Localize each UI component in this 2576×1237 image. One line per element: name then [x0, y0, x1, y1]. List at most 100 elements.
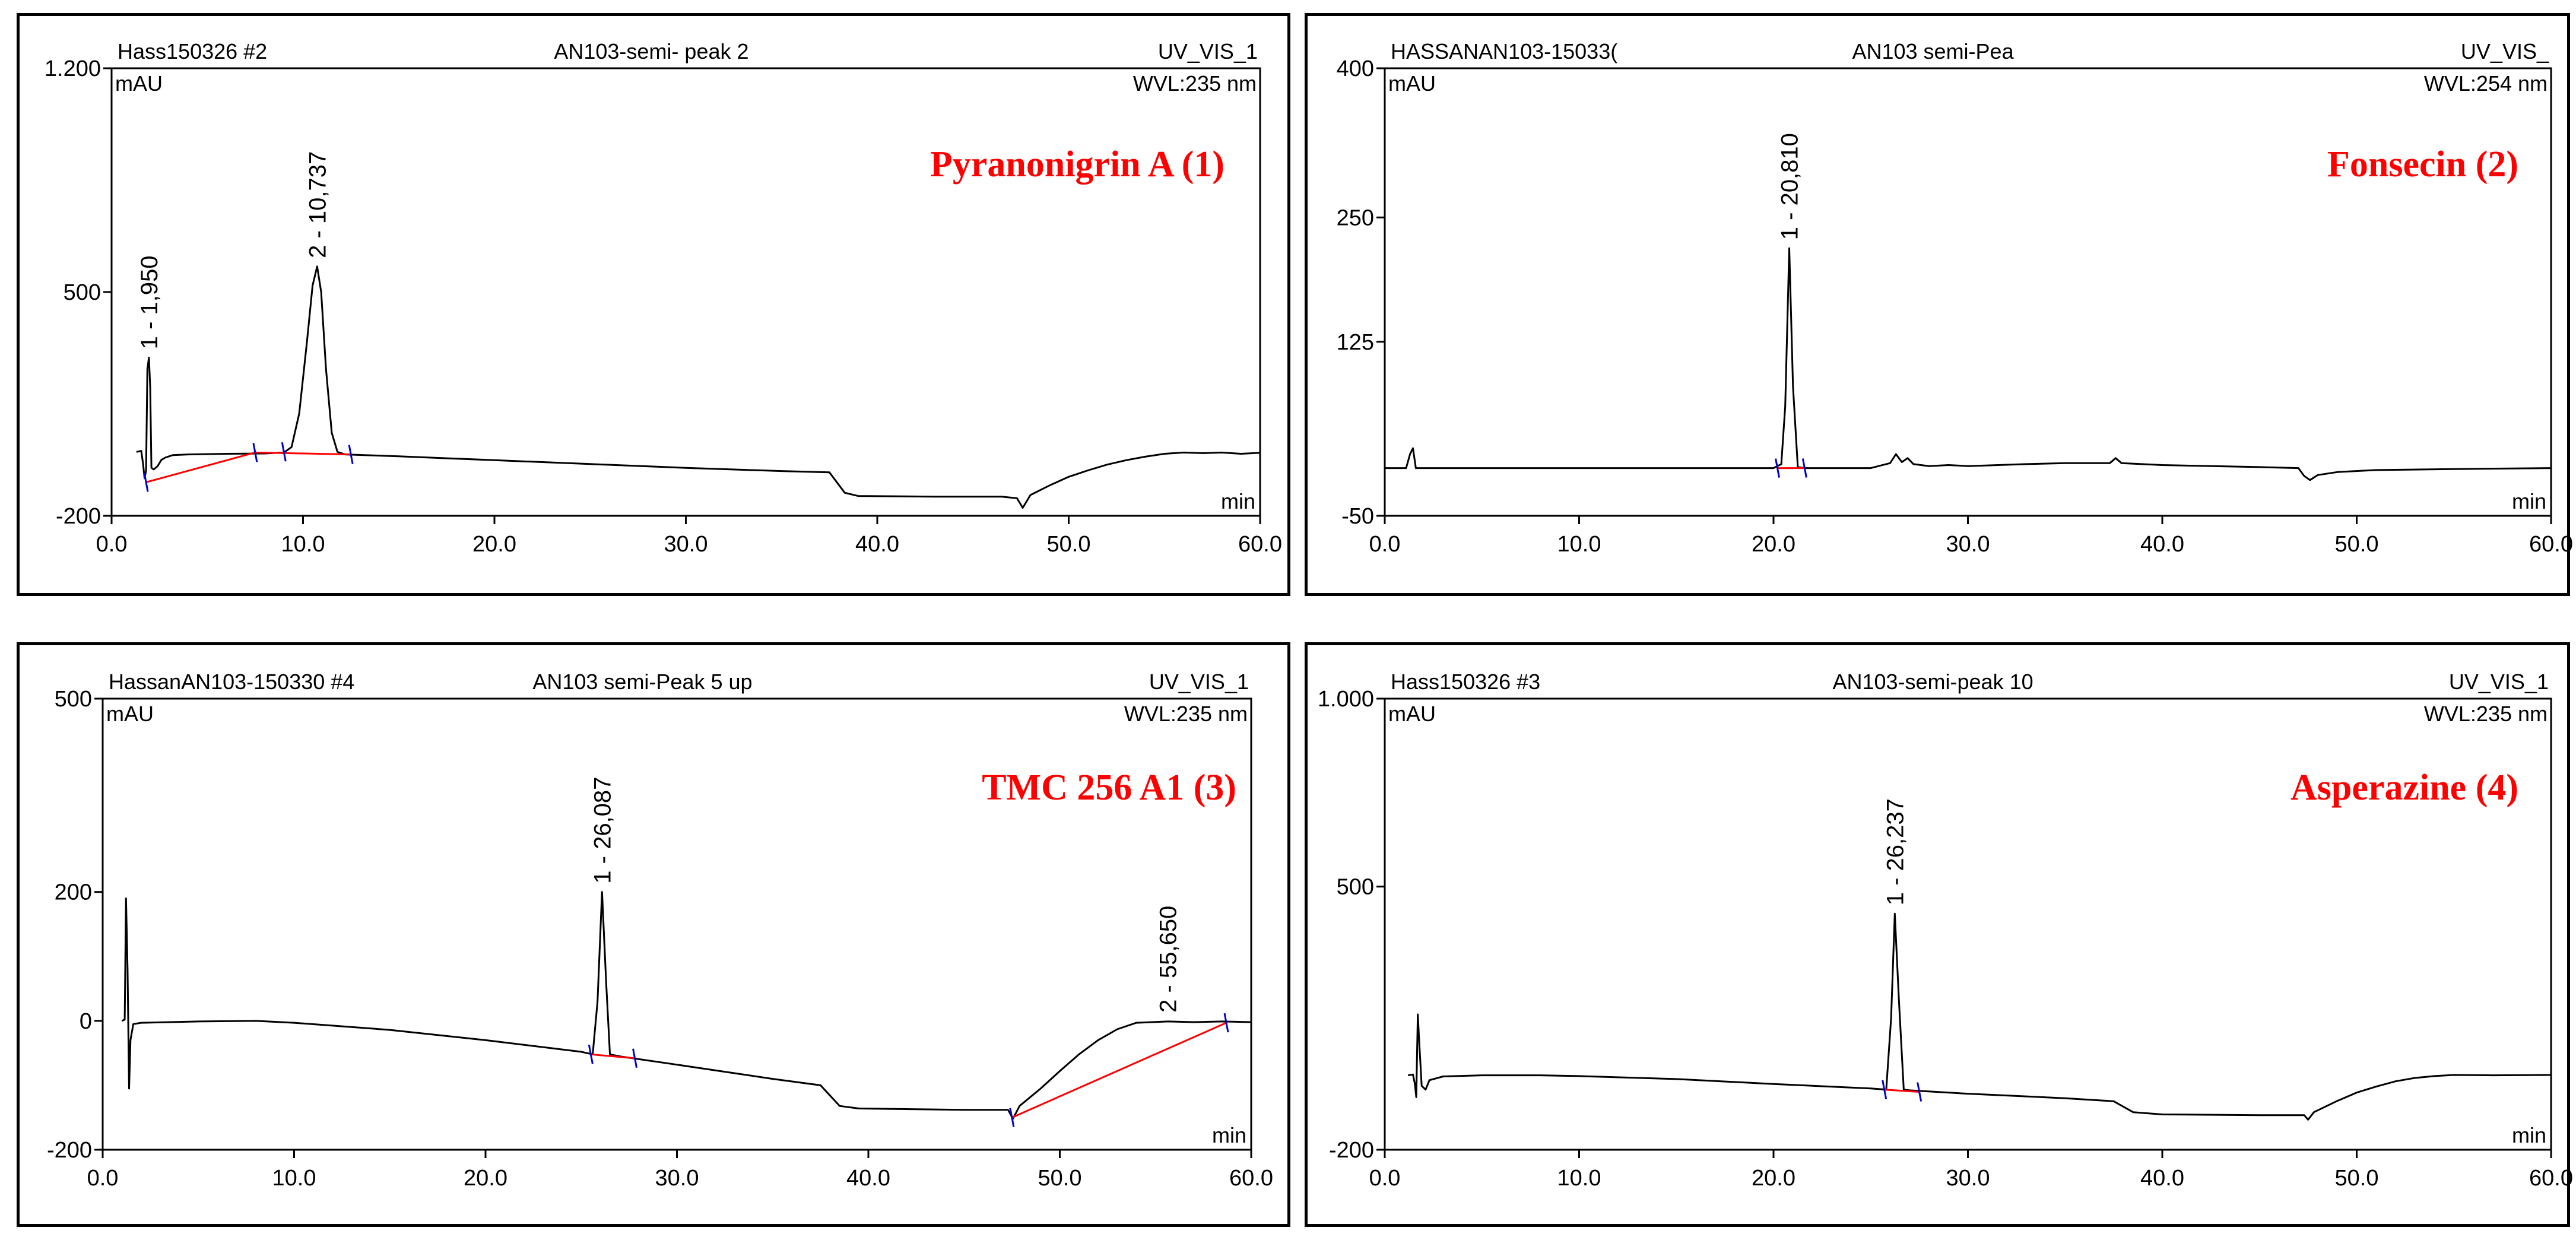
- peak-label: 2 - 55,650: [1156, 906, 1182, 1013]
- x-tick-label: 30.0: [664, 532, 708, 557]
- run-title: AN103 semi-Pea: [1852, 39, 2014, 64]
- chromatogram-trace: [136, 265, 1261, 509]
- x-tick-label: 40.0: [2140, 532, 2184, 557]
- sample-name: Hass150326 #2: [118, 39, 267, 64]
- chromatogram-1: Hass150326 #2 AN103-semi- peak 2 UV_VIS_1m…: [45, 39, 1282, 557]
- x-tick-label: 60.0: [2529, 1166, 2573, 1191]
- x-tick-label: 10.0: [1557, 1166, 1601, 1191]
- x-tick-label: 0.0: [96, 532, 128, 557]
- y-tick-label: 200: [55, 880, 92, 905]
- x-tick-label: 30.0: [655, 1166, 699, 1191]
- integration-marker: [1801, 458, 1807, 478]
- x-tick-label: 30.0: [1946, 532, 1990, 557]
- x-tick-label: 20.0: [464, 1166, 507, 1191]
- x-tick-label: 60.0: [2529, 532, 2573, 557]
- x-tick-label: 0.0: [87, 1166, 119, 1191]
- x-unit-label: min: [2512, 489, 2546, 513]
- y-tick-label: 500: [64, 280, 101, 305]
- chromatogram-trace: [1408, 912, 2552, 1121]
- integration-marker: [348, 445, 354, 464]
- chromatogram-2: HASSANAN103-15033(AN103 semi-Pea UV_VIS_m…: [1337, 39, 2573, 557]
- sample-name: HASSANAN103-15033(: [1391, 39, 1617, 64]
- integration-marker: [281, 442, 287, 462]
- x-tick-label: 50.0: [1047, 532, 1091, 557]
- x-tick-label: 60.0: [1229, 1166, 1273, 1191]
- y-tick-label: 125: [1337, 330, 1374, 355]
- integration-baseline: [145, 451, 256, 483]
- wavelength-label: WVL:235 nm: [1124, 702, 1248, 726]
- integration-marker: [1882, 1080, 1887, 1099]
- x-tick-label: 50.0: [2335, 1166, 2379, 1191]
- y-tick-label: 500: [55, 687, 92, 712]
- y-tick-label: -200: [56, 504, 101, 529]
- detector-channel: UV_VIS_1: [2449, 670, 2549, 694]
- y-unit-label: mAU: [115, 71, 163, 96]
- x-tick-label: 60.0: [1238, 532, 1282, 557]
- detector-channel: UV_VIS_1: [1158, 39, 1258, 64]
- wavelength-label: WVL:254 nm: [2424, 71, 2548, 96]
- compound-name: Asperazine (4): [2291, 767, 2518, 808]
- chromatogram-4: Hass150326 #3 AN103-semi-peak 10 UV_VIS_1m…: [1318, 670, 2573, 1191]
- plot-frame: [101, 697, 1252, 1151]
- peak-label: 1 - 1,950: [137, 256, 163, 350]
- y-tick-label: 1.000: [1318, 687, 1374, 712]
- y-tick-label: 0: [80, 1009, 92, 1034]
- integration-marker: [1223, 1013, 1229, 1033]
- y-tick-label: 500: [1337, 875, 1374, 900]
- detector-channel: UV_VIS_1: [1149, 670, 1249, 694]
- x-unit-label: min: [1221, 489, 1255, 513]
- y-tick-label: 250: [1337, 205, 1374, 230]
- integration-baseline: [1884, 1089, 1920, 1093]
- x-tick-label: 10.0: [272, 1166, 316, 1191]
- x-tick-label: 10.0: [281, 532, 325, 557]
- chromatogram-trace: [1385, 247, 2552, 481]
- run-title: AN103-semi-peak 10: [1832, 670, 2033, 694]
- x-tick-label: 10.0: [1557, 532, 1601, 557]
- run-title: AN103 semi-Peak 5 up: [532, 670, 752, 694]
- peak-label: 1 - 26,237: [1882, 798, 1908, 905]
- y-unit-label: mAU: [106, 702, 154, 726]
- plot-frame: [1384, 697, 2552, 1151]
- y-tick-label: -50: [1341, 504, 1374, 529]
- integration-marker: [143, 472, 149, 492]
- peak-label: 1 - 26,087: [589, 777, 616, 884]
- compound-name: TMC 256 A1 (3): [982, 767, 1236, 808]
- integration-baseline: [591, 1053, 635, 1060]
- sample-name: HassanAN103-150330 #4: [109, 670, 354, 694]
- x-tick-label: 0.0: [1369, 532, 1401, 557]
- wavelength-label: WVL:235 nm: [1133, 71, 1257, 96]
- x-tick-label: 20.0: [1752, 532, 1795, 557]
- wavelength-label: WVL:235 nm: [2424, 702, 2548, 726]
- compound-name: Fonsecin (2): [2327, 144, 2518, 185]
- x-unit-label: min: [2512, 1123, 2546, 1147]
- sample-name: Hass150326 #3: [1391, 670, 1540, 694]
- integration-marker: [1009, 1108, 1015, 1127]
- chromatogram-trace: [121, 891, 1252, 1120]
- chromatogram-panel-2: HASSANAN103-15033(AN103 semi-Pea UV_VIS_ m…: [1305, 13, 2573, 596]
- run-title: AN103-semi- peak 2: [554, 39, 748, 64]
- y-tick-label: -200: [47, 1138, 92, 1163]
- y-unit-label: mAU: [1388, 702, 1436, 726]
- integration-baseline: [255, 451, 351, 456]
- integration-marker: [252, 443, 258, 462]
- integration-marker: [1917, 1082, 1923, 1102]
- y-tick-label: 400: [1337, 56, 1374, 81]
- x-tick-label: 50.0: [1038, 1166, 1082, 1191]
- chromatogram-panel-3: HassanAN103-150330 #4 AN103 semi-Peak 5 u…: [17, 642, 1290, 1227]
- x-unit-label: min: [1212, 1123, 1246, 1147]
- chromatogram-3: HassanAN103-150330 #4 AN103 semi-Peak 5 u…: [47, 670, 1273, 1191]
- x-tick-label: 40.0: [846, 1166, 890, 1191]
- x-tick-label: 50.0: [2335, 532, 2379, 557]
- y-tick-label: -200: [1329, 1138, 1374, 1163]
- integration-marker: [632, 1048, 638, 1068]
- integration-marker: [1775, 458, 1781, 478]
- x-tick-label: 30.0: [1946, 1166, 1990, 1191]
- integration-baseline: [1011, 1022, 1227, 1119]
- integration-marker: [588, 1045, 594, 1064]
- x-tick-label: 0.0: [1369, 1166, 1401, 1191]
- x-tick-label: 20.0: [472, 532, 516, 557]
- peak-label: 1 - 20,810: [1777, 133, 1803, 240]
- x-tick-label: 40.0: [855, 532, 899, 557]
